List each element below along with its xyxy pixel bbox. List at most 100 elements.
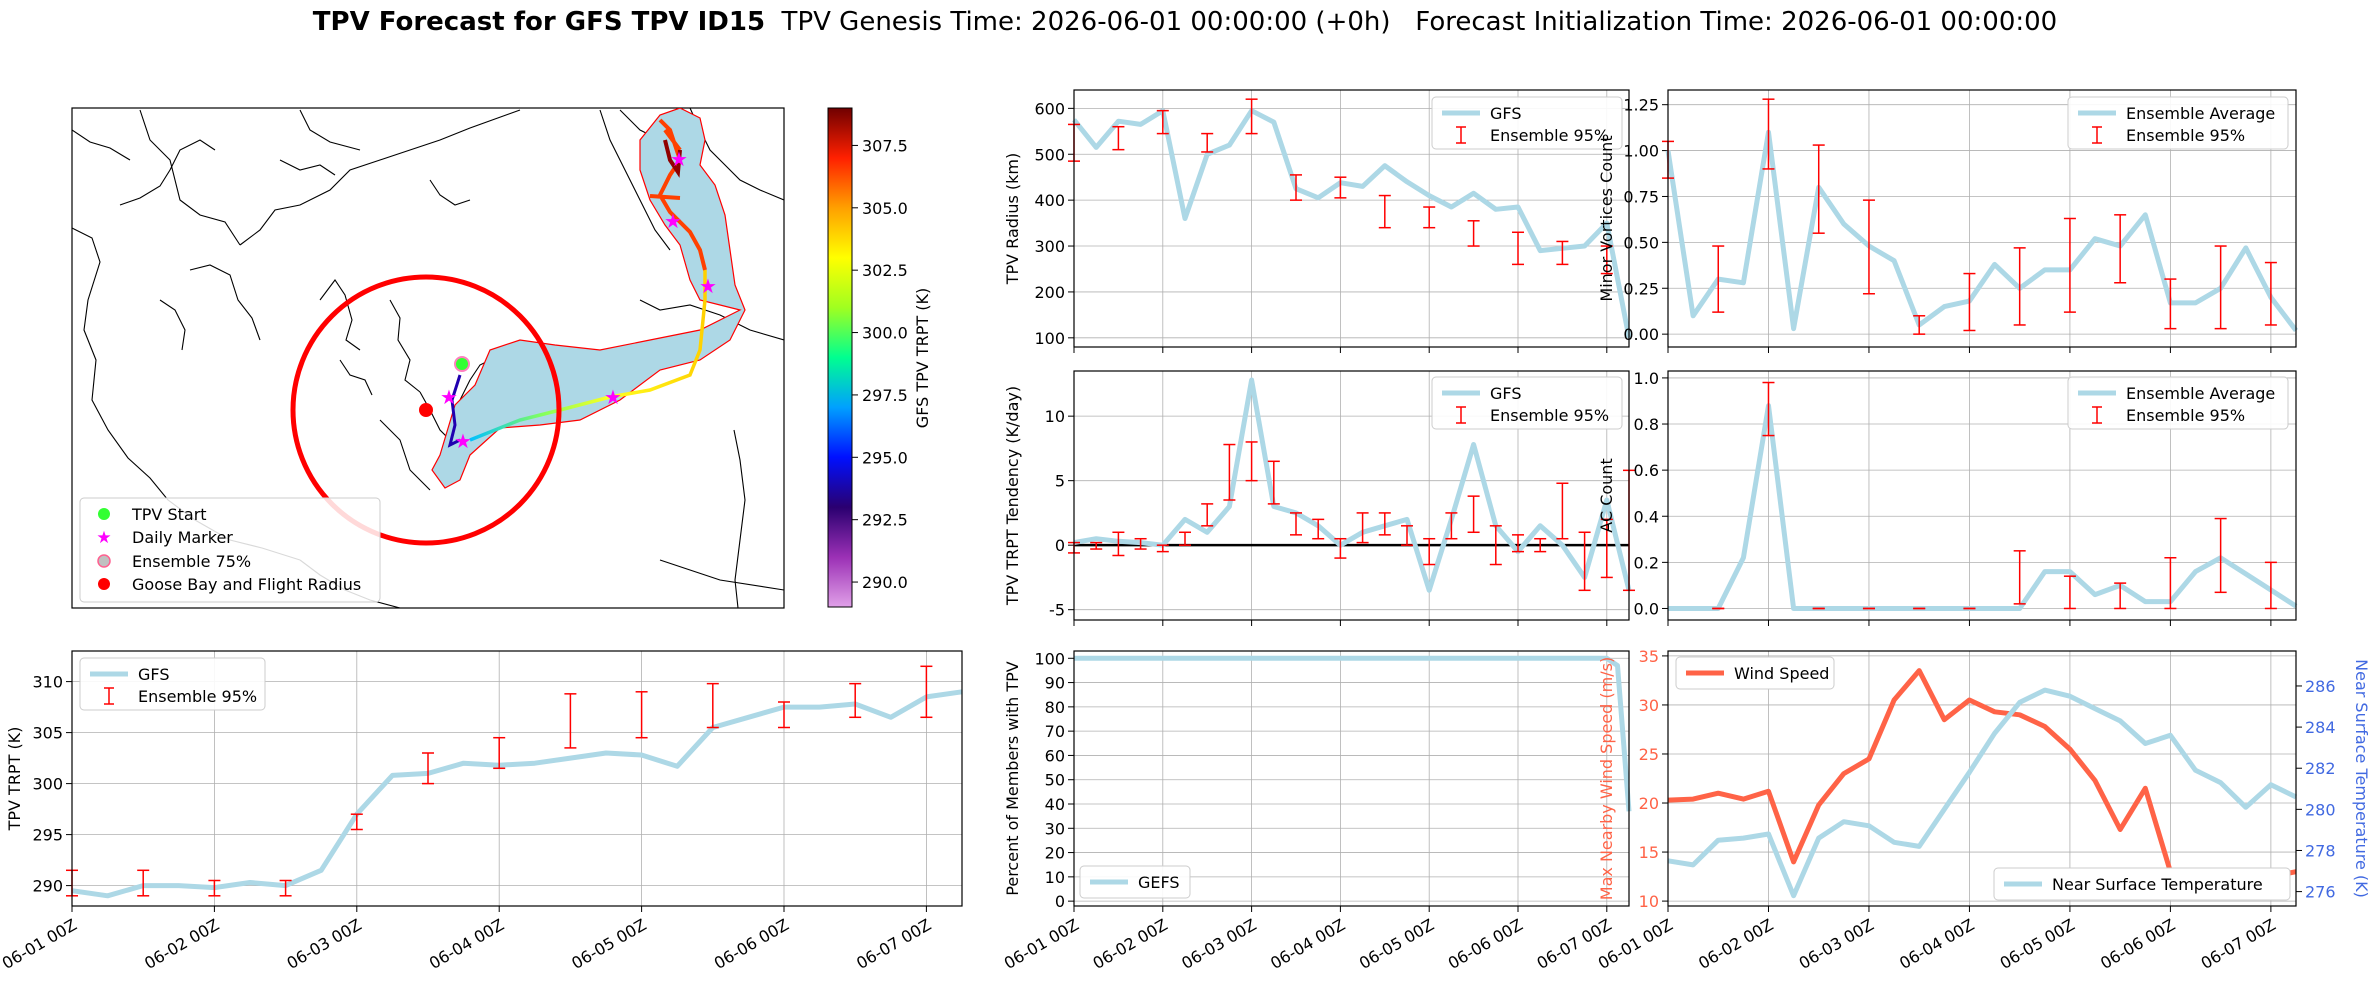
y-tick-label: 295: [32, 826, 63, 845]
colorbar-tick-label: 290.0: [862, 573, 908, 592]
series-line: [1665, 129, 2298, 333]
y-right-tick-label: 276: [2305, 883, 2336, 902]
y-tick-label: 15: [1639, 843, 1659, 862]
legend-box: [2067, 96, 2289, 150]
trpt-chart: 06-01 00Z 06-02 00Z 06-03 00Z 06-04 00Z 06-0…: [0, 650, 963, 973]
y-tick-label: 20: [1639, 794, 1659, 813]
y-tick-label: 100: [1034, 649, 1065, 668]
map-legend: TPV Start ★ Daily Marker Ensemble 75% Go…: [79, 497, 381, 603]
svg-text:★: ★: [604, 385, 622, 409]
x-tick-label: 06-06 00Z: [711, 915, 792, 973]
y-tick-label: 60: [1045, 746, 1065, 765]
x-tick-label: 06-02 00Z: [141, 915, 222, 973]
legend-label: Ensemble Average: [2126, 384, 2275, 403]
series-line: [1073, 377, 1632, 593]
y-tick-label: 0.50: [1623, 233, 1659, 252]
y-tick-label: 0: [1055, 536, 1065, 555]
y-tick-label: 600: [1034, 99, 1065, 118]
legend-label: Ensemble 95%: [2126, 406, 2245, 425]
map-legend-label: TPV Start: [131, 505, 207, 524]
y-tick-label: 30: [1045, 819, 1065, 838]
series-line: [1074, 655, 1632, 812]
y-tick-label: 80: [1045, 698, 1065, 717]
y-axis-label: AC Count: [1597, 458, 1616, 532]
figure-title-bold: TPV Forecast for GFS TPV ID15: [313, 7, 765, 37]
x-tick-label: 06-05 00Z: [1356, 915, 1437, 973]
legend-pink-circle-icon: [97, 554, 111, 568]
legend-label: Ensemble 95%: [138, 687, 257, 706]
y-tick-label: 20: [1045, 844, 1065, 863]
legend-label: Ensemble 95%: [1490, 126, 1609, 145]
legend-box: [2067, 376, 2289, 430]
plot-frame: [1667, 650, 2297, 907]
tendency-chart: -5 0 5 10 TPV TRPT Tendency (K/day) GFS Ensemb…: [1003, 370, 1635, 626]
x-tick-label: 06-01 00Z: [1001, 915, 1082, 973]
y-right-tick-label: 282: [2305, 759, 2336, 778]
x-tick-label: 06-02 00Z: [1090, 915, 1171, 973]
track-early: [447, 374, 462, 448]
track-main: [469, 270, 707, 442]
colorbar-tick-label: 297.5: [862, 386, 908, 405]
y-tick-label: -5: [1049, 601, 1065, 620]
y-tick-label: 0.2: [1634, 553, 1659, 572]
colorbar-tick-label: 302.5: [862, 261, 908, 280]
x-tick-label: 06-03 00Z: [1178, 915, 1259, 973]
legend-box: [1431, 376, 1623, 430]
percent-members-chart: 06-01 00Z 06-02 00Z 06-03 00Z 06-04 00Z 06-0…: [1001, 649, 1632, 973]
map-legend-label: Goose Bay and Flight Radius: [132, 575, 361, 594]
series-line: [1667, 687, 2298, 899]
minor-vortices-chart: 0.00 0.25 0.50 0.75 1.00 1.25 Minor Vortices C…: [1597, 89, 2298, 353]
plot-area: [1668, 651, 2296, 906]
colorbar-ticks: 290.0 292.5 295.0 297.5 300.0 302.5 305.0 307.5: [852, 136, 908, 592]
legend-label: Near Surface Temperature: [2052, 875, 2263, 894]
x-tick-label: 06-02 00Z: [1695, 915, 1776, 973]
y-tick-label: 25: [1639, 745, 1659, 764]
x-tick-label: 06-04 00Z: [1896, 915, 1977, 973]
svg-text:★: ★: [454, 429, 472, 453]
legend-label: Ensemble 95%: [1490, 406, 1609, 425]
y-right-tick-label: 280: [2305, 800, 2336, 819]
y-axis-label: TPV TRPT Tendency (K/day): [1003, 386, 1022, 606]
figure-title-info: TPV Genesis Time: 2026-06-01 00:00:00 (+…: [765, 7, 2057, 37]
y-tick-label: 35: [1639, 647, 1659, 666]
series-line: [1072, 108, 1632, 339]
y-tick-label: 200: [1034, 283, 1065, 302]
y-tick-label: 90: [1045, 674, 1065, 693]
x-tick-label: 06-05 00Z: [1997, 915, 2078, 973]
y-tick-label: 300: [32, 775, 63, 794]
legend-label: Ensemble Average: [2126, 104, 2275, 123]
x-tick-label: 06-07 00Z: [2198, 915, 2279, 973]
y-tick-label: 0.25: [1623, 279, 1659, 298]
y-tick-label: 70: [1045, 722, 1065, 741]
y-right-tick-label: 286: [2305, 677, 2336, 696]
svg-text:★: ★: [699, 274, 717, 298]
colorbar-tick-label: 305.0: [862, 199, 908, 218]
legend-label: GFS: [1490, 384, 1521, 403]
legend-label: GFS: [138, 665, 169, 684]
legend-green-dot-icon: [98, 508, 110, 520]
x-tick-label: 06-01 00Z: [0, 915, 80, 973]
map-panel: ★ ★ ★ ★ ★ ★ TPV Start ★ Daily Marker Ens…: [71, 107, 932, 609]
track-late: [649, 118, 707, 271]
plot-frame: [1667, 89, 2297, 348]
y-tick-label: 1.00: [1623, 142, 1659, 161]
y-right-tick-label: 284: [2305, 718, 2336, 737]
colorbar: 290.0 292.5 295.0 297.5 300.0 302.5 305.0 307.5…: [827, 107, 932, 608]
x-tick-label: 06-06 00Z: [2097, 915, 2178, 973]
y-tick-label: 290: [32, 877, 63, 896]
ac-count-chart: 0.0 0.2 0.4 0.6 0.8 1.0 AC Count Ensemble Avera…: [1597, 369, 2298, 626]
svg-text:★: ★: [664, 209, 682, 233]
y-tick-label: 0.6: [1634, 461, 1659, 480]
legend-box: [1079, 865, 1191, 899]
series-line: [71, 689, 963, 899]
y-tick-label: 1.0: [1634, 369, 1659, 388]
colorbar-tick-label: 295.0: [862, 448, 908, 467]
daily-markers: ★ ★ ★ ★ ★ ★: [440, 147, 717, 453]
svg-text:★: ★: [670, 147, 688, 171]
plot-frame: [1073, 370, 1630, 621]
plot-frame: [71, 650, 963, 907]
svg-text:★: ★: [440, 385, 458, 409]
y-tick-label: 500: [1034, 145, 1065, 164]
x-tick-label: 06-03 00Z: [284, 915, 365, 973]
y-axis-label: Minor Vortices Count: [1597, 135, 1616, 301]
